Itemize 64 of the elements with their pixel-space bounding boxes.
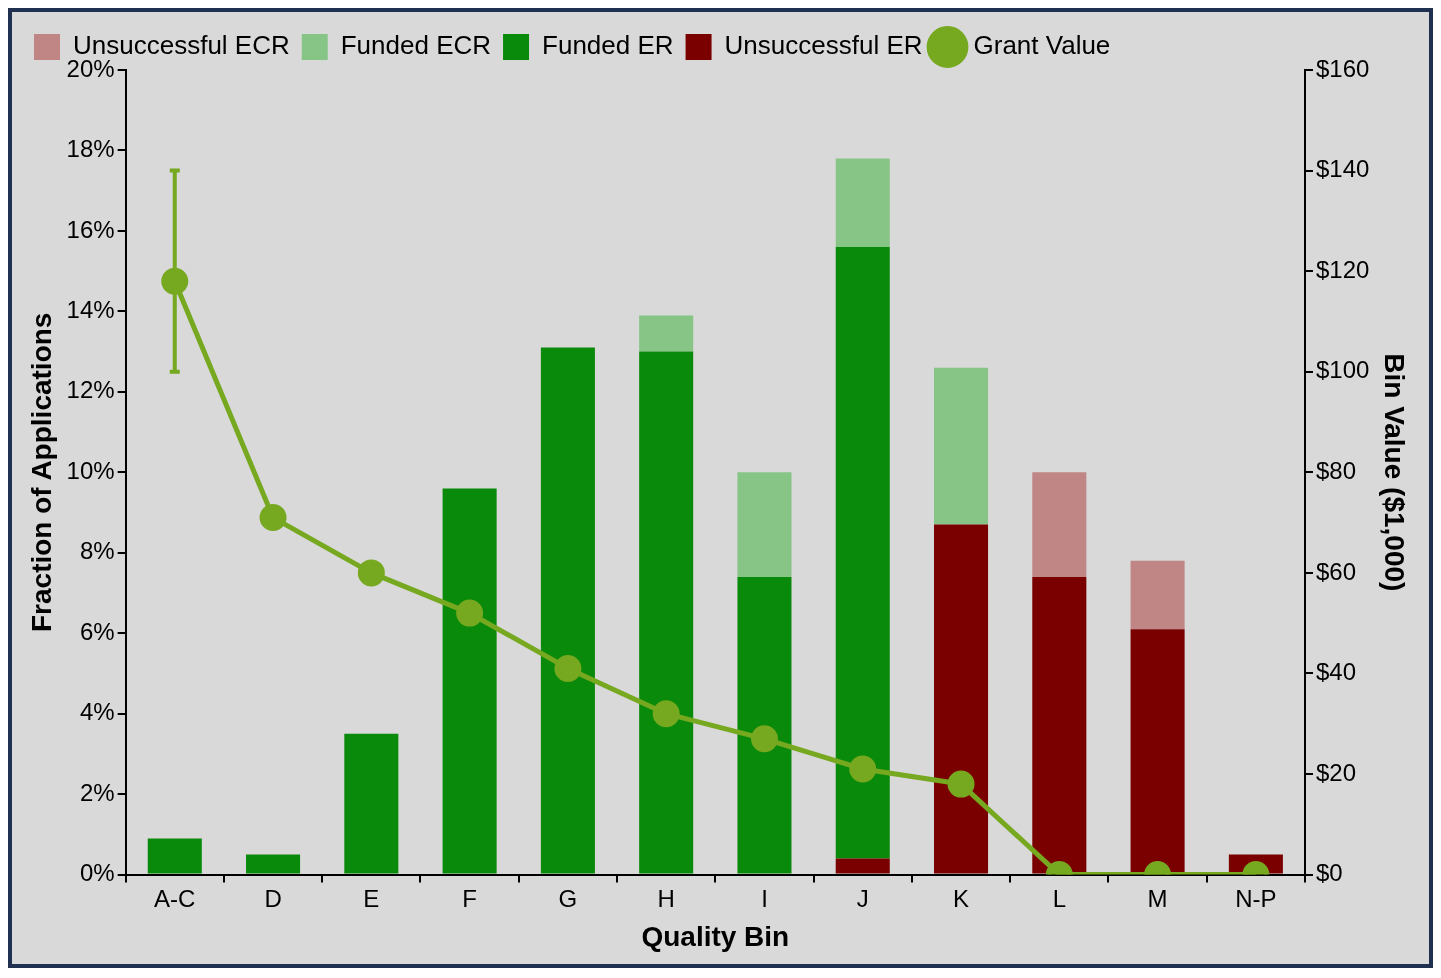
y-tick-label: 10% (66, 456, 115, 484)
y2-tick-label: $100 (1316, 356, 1370, 384)
y2-tick-label: $140 (1316, 155, 1370, 183)
y2-tick-label: $40 (1316, 658, 1357, 686)
point (849, 755, 877, 783)
point (947, 770, 975, 798)
bar (442, 488, 497, 874)
y-tick-label: 16% (66, 215, 115, 243)
bar (1032, 576, 1087, 874)
y2-axis-title: Bin Value ($1,000) (1379, 353, 1411, 592)
y-tick-label: 18% (66, 135, 115, 163)
x-tick-label: M (1147, 884, 1168, 912)
y2-tick-label: $60 (1316, 557, 1357, 585)
bar (835, 247, 890, 859)
legend-label: Funded ECR (340, 30, 492, 61)
x-tick-label: E (363, 884, 380, 912)
y-tick-label: 4% (79, 698, 115, 726)
legend-label: Funded ER (542, 30, 674, 61)
y2-tick-label: $160 (1316, 54, 1370, 82)
bar (1130, 560, 1185, 630)
y-tick-label: 12% (66, 376, 115, 404)
point (357, 559, 385, 587)
point (456, 599, 484, 627)
y-axis-title: Fraction of Applications (25, 312, 57, 633)
bar (540, 347, 595, 874)
x-tick-label: G (558, 884, 578, 912)
bar (639, 351, 694, 874)
point (259, 504, 287, 532)
bar (639, 315, 694, 352)
y2-tick-label: $120 (1316, 255, 1370, 283)
y-tick-label: 14% (66, 296, 115, 324)
legend-label: Unsuccessful ER (724, 30, 923, 61)
x-tick-label: K (953, 884, 970, 912)
bar (934, 524, 989, 874)
point (554, 654, 582, 682)
point (652, 700, 680, 728)
y2-tick-label: $20 (1316, 758, 1357, 786)
x-tick-label: J (856, 884, 869, 912)
x-tick-label: I (761, 884, 768, 912)
bar (1130, 629, 1185, 874)
x-axis-title: Quality Bin (641, 920, 790, 952)
y-tick-label: 0% (79, 859, 115, 887)
x-tick-label: N-P (1235, 884, 1277, 912)
bar (1032, 472, 1087, 577)
bar (147, 838, 202, 874)
bar (835, 858, 890, 874)
x-tick-label: A-C (154, 884, 196, 912)
point (750, 725, 778, 753)
bar (835, 158, 890, 248)
y2-tick-label: $0 (1316, 859, 1343, 887)
x-tick-label: D (264, 884, 282, 912)
bar (934, 367, 989, 525)
x-tick-label: H (657, 884, 675, 912)
bar (344, 733, 399, 874)
bar (246, 854, 301, 874)
bar (737, 576, 792, 874)
y-tick-label: 6% (79, 617, 115, 645)
x-tick-label: F (462, 884, 477, 912)
y2-tick-label: $80 (1316, 456, 1357, 484)
y-tick-label: 2% (79, 778, 115, 806)
bar (737, 472, 792, 577)
x-tick-label: L (1052, 884, 1066, 912)
legend-label: Grant Value (973, 30, 1111, 61)
y-tick-label: 8% (79, 537, 115, 565)
